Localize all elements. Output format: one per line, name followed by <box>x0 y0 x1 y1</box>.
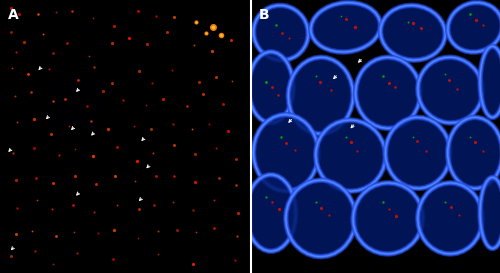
Ellipse shape <box>418 57 482 123</box>
Ellipse shape <box>254 5 308 60</box>
Ellipse shape <box>380 5 445 60</box>
Ellipse shape <box>288 57 353 134</box>
Ellipse shape <box>386 117 450 188</box>
Ellipse shape <box>480 46 500 117</box>
Ellipse shape <box>45 76 106 131</box>
Text: A: A <box>8 8 18 22</box>
Text: B: B <box>258 8 269 22</box>
Ellipse shape <box>316 120 386 191</box>
Ellipse shape <box>286 180 356 257</box>
Ellipse shape <box>356 57 420 128</box>
Ellipse shape <box>448 2 500 52</box>
Ellipse shape <box>448 117 500 188</box>
Ellipse shape <box>353 183 423 254</box>
Ellipse shape <box>248 52 294 123</box>
Ellipse shape <box>254 115 318 191</box>
Ellipse shape <box>311 3 380 52</box>
Ellipse shape <box>246 175 296 251</box>
Ellipse shape <box>418 183 482 254</box>
Ellipse shape <box>480 177 500 248</box>
